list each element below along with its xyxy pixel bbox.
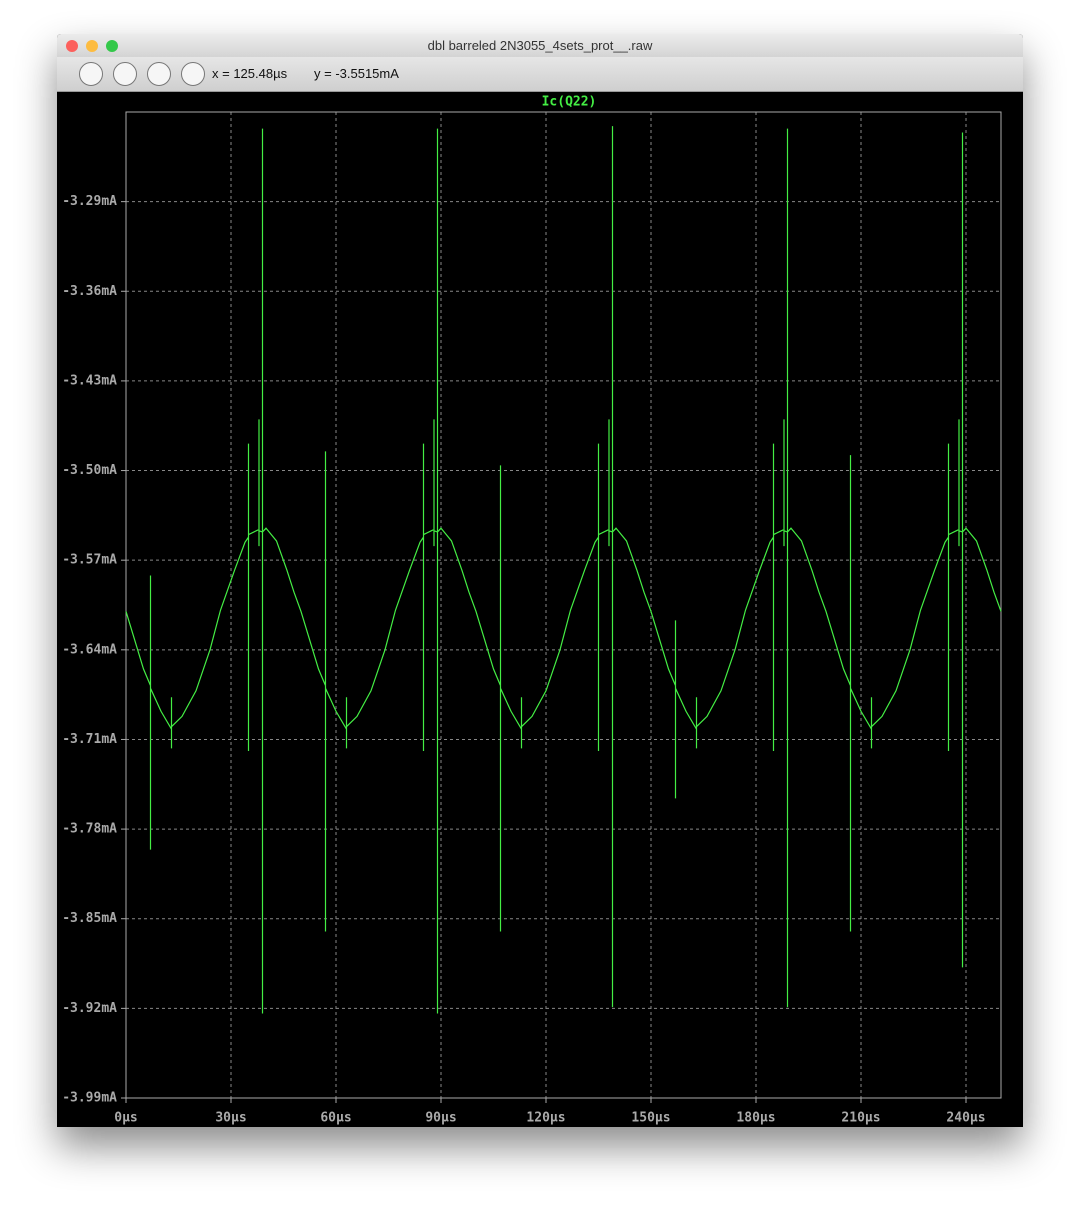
toolbar: x = 125.48µs y = -3.5515mA xyxy=(57,57,1023,92)
zoom-tool[interactable] xyxy=(79,62,103,86)
title-bar: dbl barreled 2N3055_4sets_prot__.raw xyxy=(57,34,1023,57)
y-tick-label: -3.43mA xyxy=(62,373,117,388)
probe-tool[interactable] xyxy=(181,62,205,86)
x-tick-label: 30µs xyxy=(215,1111,246,1126)
window: dbl barreled 2N3055_4sets_prot__.raw x =… xyxy=(57,34,1023,1127)
minimize-button[interactable] xyxy=(86,40,98,52)
trace-title: Ic(Q22) xyxy=(542,95,597,110)
cursor-y: y = -3.5515mA xyxy=(314,66,399,81)
x-tick-label: 60µs xyxy=(320,1111,351,1126)
x-tick-label: 210µs xyxy=(841,1111,880,1126)
y-tick-label: -3.64mA xyxy=(62,642,117,657)
y-tick-label: -3.99mA xyxy=(62,1091,117,1106)
zoom-fit-tool[interactable] xyxy=(113,62,137,86)
x-tick-label: 90µs xyxy=(425,1111,456,1126)
window-title: dbl barreled 2N3055_4sets_prot__.raw xyxy=(427,38,653,53)
y-tick-label: -3.50mA xyxy=(62,463,117,478)
chart: Ic(Q22) -3.29mA -3.36mA -3.43mA -3.50mA -3.5… xyxy=(62,95,1002,1126)
autorange-tool[interactable] xyxy=(147,62,171,86)
y-tick-label: -3.29mA xyxy=(62,194,117,209)
x-tick-label: 150µs xyxy=(631,1111,670,1126)
y-tick-label: -3.78mA xyxy=(62,822,117,837)
plot-frame xyxy=(125,111,1002,1099)
y-tick-label: -3.71mA xyxy=(62,732,117,747)
close-button[interactable] xyxy=(66,40,78,52)
y-tick-label: -3.57mA xyxy=(62,553,117,568)
x-tick-label: 0µs xyxy=(114,1111,137,1126)
x-tick-label: 180µs xyxy=(736,1111,775,1126)
zoom-button[interactable] xyxy=(106,40,118,52)
y-tick-label: -3.85mA xyxy=(62,911,117,926)
x-tick-label: 240µs xyxy=(946,1111,985,1126)
x-tick-label: 120µs xyxy=(526,1111,565,1126)
cursor-x: x = 125.48µs xyxy=(212,66,288,81)
y-tick-label: -3.92mA xyxy=(62,1001,117,1016)
y-tick-label: -3.36mA xyxy=(62,284,117,299)
trace xyxy=(125,126,1002,1014)
